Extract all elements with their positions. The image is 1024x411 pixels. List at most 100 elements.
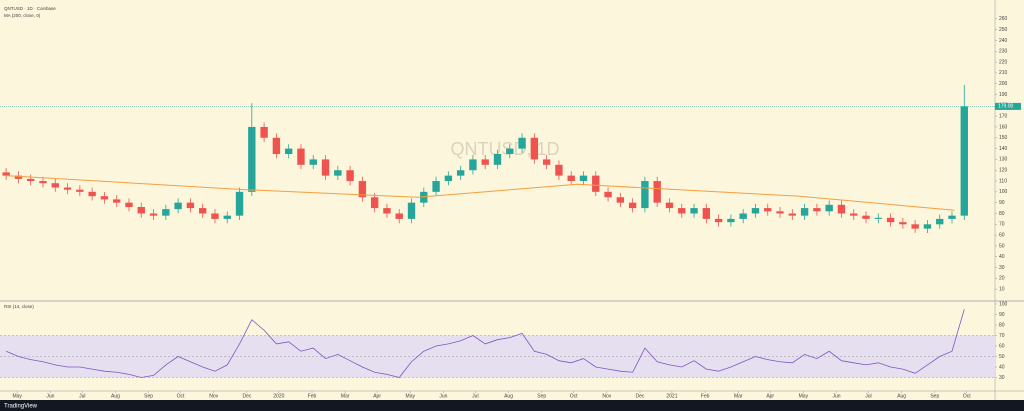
x-tick-label: 2020 [273,393,284,399]
candle-body [272,137,281,154]
candle-body [248,126,256,192]
candle-body [739,213,747,219]
candle-body [358,181,367,198]
y-tick-label: 230 [999,49,1008,55]
brand: TradingView [4,404,38,410]
candle-body [776,211,784,214]
candle-body [530,137,539,160]
candle-body [113,199,121,203]
y-tick-label: 30 [999,375,1005,381]
candle-body [199,208,207,214]
x-tick-label: Aug [504,393,513,399]
y-tick-label: 10 [999,287,1005,293]
x-tick-label: Jul [865,393,871,399]
y-tick-label: 200 [999,81,1008,87]
y-tick-label: 70 [999,333,1005,339]
candle-body [395,213,403,219]
y-tick-label: 50 [999,354,1005,360]
x-tick-label: Sep [144,393,153,399]
candle-body [149,213,158,216]
candle-body [678,208,686,214]
candle-body [88,191,96,197]
candle-body [321,159,330,176]
x-tick-label: Oct [963,393,971,399]
candle-body [309,159,317,165]
x-tick-label: Sep [930,393,939,399]
candle-body [100,196,109,200]
candle-body [714,218,723,223]
candle-body [2,172,10,176]
candle-body [518,137,526,149]
candle-body [481,159,489,165]
x-tick-label: May [799,393,809,399]
y-tick-label: 30 [999,265,1005,271]
y-tick-label: 50 [999,243,1005,249]
candle-body [665,202,674,209]
legend-ma: MA (200, close, 0) [4,13,41,18]
candle-body [186,202,195,209]
footer-bar [0,400,1024,411]
x-tick-label: Oct [570,393,578,399]
y-tick-label: 190 [999,92,1008,98]
candle-body [960,106,968,216]
candle-body [616,197,625,203]
candle-body [862,215,870,219]
y-tick-label: 60 [999,343,1005,349]
legend-rsi: RSI (14, close) [4,304,34,309]
candle-body [76,189,84,192]
candle-body [579,175,588,182]
y-tick-label: 110 [999,178,1007,184]
candle-body [592,175,600,192]
y-tick-label: 150 [999,135,1008,141]
x-tick-label: Jun [439,393,447,399]
candle-body [788,213,796,216]
y-tick-label: 170 [999,113,1008,119]
candle-body [284,148,293,154]
candle-body [125,202,133,207]
x-tick-label: Jun [46,393,54,399]
candle-body [641,181,649,209]
y-tick-label: 100 [999,301,1008,307]
rsi-line [5,309,965,378]
candle-body [174,202,182,210]
candle-body [874,217,882,219]
candle-body [899,222,907,225]
x-tick-label: Jul [472,393,478,399]
candle-body [383,208,391,214]
y-tick-label: 100 [999,189,1008,195]
candle-body [628,202,637,209]
candle-body [886,217,895,223]
candle-body [690,208,698,214]
candle-body [137,206,145,214]
x-tick-label: Nov [602,393,611,399]
candle-body [27,178,35,182]
candle-body [370,197,379,209]
x-tick-label: Mar [341,393,350,399]
candle-body [334,170,342,176]
candle-body [948,215,956,219]
candle-body [235,191,244,216]
candle-body [346,170,354,182]
candle-body [211,213,219,219]
candle-body [837,204,846,214]
x-tick-label: Aug [897,393,906,399]
y-tick-label: 90 [999,200,1005,206]
candle-body [444,175,453,182]
candle-body [923,224,932,229]
candle-body [51,183,59,188]
watermark: QNTUSD, 1D [450,139,559,159]
legend-symbol: QNTUSD · 1D · Coinbase [4,6,56,11]
x-tick-label: Feb [308,393,317,399]
x-tick-label: Feb [701,393,710,399]
x-tick-label: May [406,393,416,399]
last-price-label: 179.00 [998,104,1014,110]
y-tick-label: 220 [999,59,1008,65]
candle-body [604,191,612,198]
x-tick-label: Dec [636,393,645,399]
candle-body [800,208,809,216]
y-tick-label: 90 [999,312,1005,318]
x-tick-label: Oct [177,393,185,399]
candle-body [456,170,465,176]
candle-body [653,181,661,203]
